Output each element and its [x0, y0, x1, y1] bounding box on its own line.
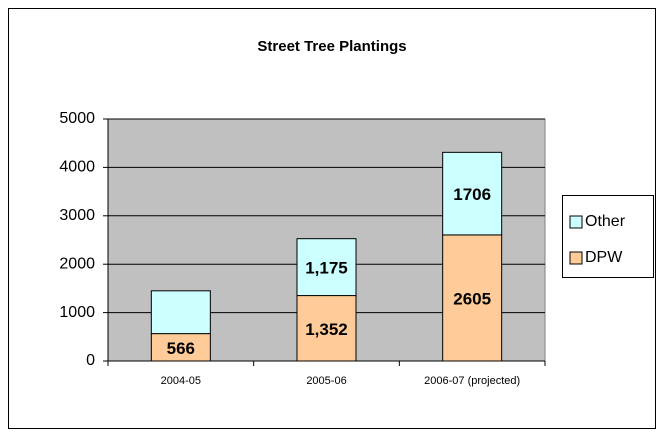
y-tick-label: 0: [86, 352, 95, 369]
legend-swatch: [569, 215, 583, 229]
y-tick-label: 5000: [59, 110, 95, 127]
chart-title: Street Tree Plantings: [257, 38, 406, 55]
data-label: 2605: [453, 289, 491, 308]
bar-segment: [150, 290, 211, 335]
legend-swatch: [569, 251, 583, 265]
x-tick-label: 2005-06: [306, 375, 346, 387]
bar-segment: [296, 295, 357, 362]
y-tick-label: 3000: [59, 207, 95, 224]
x-tick-label: 2006-07 (projected): [424, 375, 520, 387]
bar-segment: [442, 234, 503, 362]
bar-segment: [442, 151, 503, 236]
x-tick-label: 2004-05: [161, 375, 201, 387]
legend-label: DPW: [585, 249, 623, 266]
data-label: 566: [167, 339, 195, 358]
data-label: 1,352: [305, 320, 348, 339]
y-tick-label: 2000: [59, 255, 95, 272]
bar-segment: [296, 238, 357, 297]
y-tick-label: 1000: [59, 304, 95, 321]
y-tick-label: 4000: [59, 159, 95, 176]
legend-label: Other: [585, 213, 626, 230]
data-label: 1706: [453, 185, 491, 204]
data-label: 1,175: [305, 259, 348, 278]
